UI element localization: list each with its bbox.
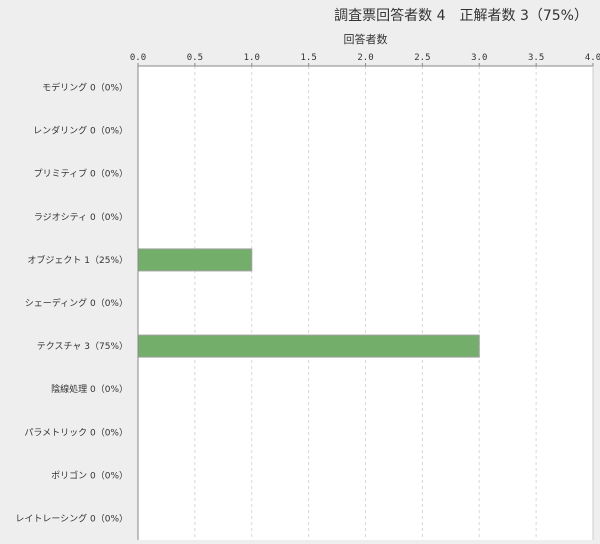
category-label: テクスチャ 3（75%） (37, 341, 128, 352)
category-label: レンダリング 0（0%） (33, 125, 128, 137)
x-tick-label: 4.0 (585, 53, 600, 63)
category-label: シェーディング 0（0%） (25, 297, 128, 309)
category-label: ポリゴン 0（0%） (51, 469, 128, 481)
x-tick-label: 1.0 (244, 53, 260, 63)
x-axis-label: 回答者数 (343, 33, 388, 46)
category-label: モデリング 0（0%） (42, 82, 128, 94)
x-tick-label: 2.5 (414, 53, 430, 63)
x-tick-label: 0.5 (187, 53, 203, 63)
bar (137, 334, 480, 358)
category-label: ラジオシティ 0（0%） (34, 212, 128, 223)
category-label: レイトレーシング 0（0%） (15, 512, 128, 524)
x-tick-label: 2.0 (357, 53, 373, 63)
chart-title: 調査票回答者数 4 正解者数 3（75%） (334, 8, 588, 24)
x-tick-label: 0.0 (130, 53, 146, 63)
category-label: プリミティブ 0（0%） (34, 168, 128, 180)
x-tick-label: 3.5 (528, 53, 544, 63)
category-label: 陰線処理 0（0%） (51, 383, 128, 395)
bar (137, 248, 253, 272)
x-tick-label: 1.5 (300, 53, 316, 63)
x-tick-label: 3.0 (471, 53, 487, 63)
category-label: パラメトリック 0（0%） (24, 427, 128, 438)
category-label: オブジェクト 1（25%） (27, 254, 128, 266)
